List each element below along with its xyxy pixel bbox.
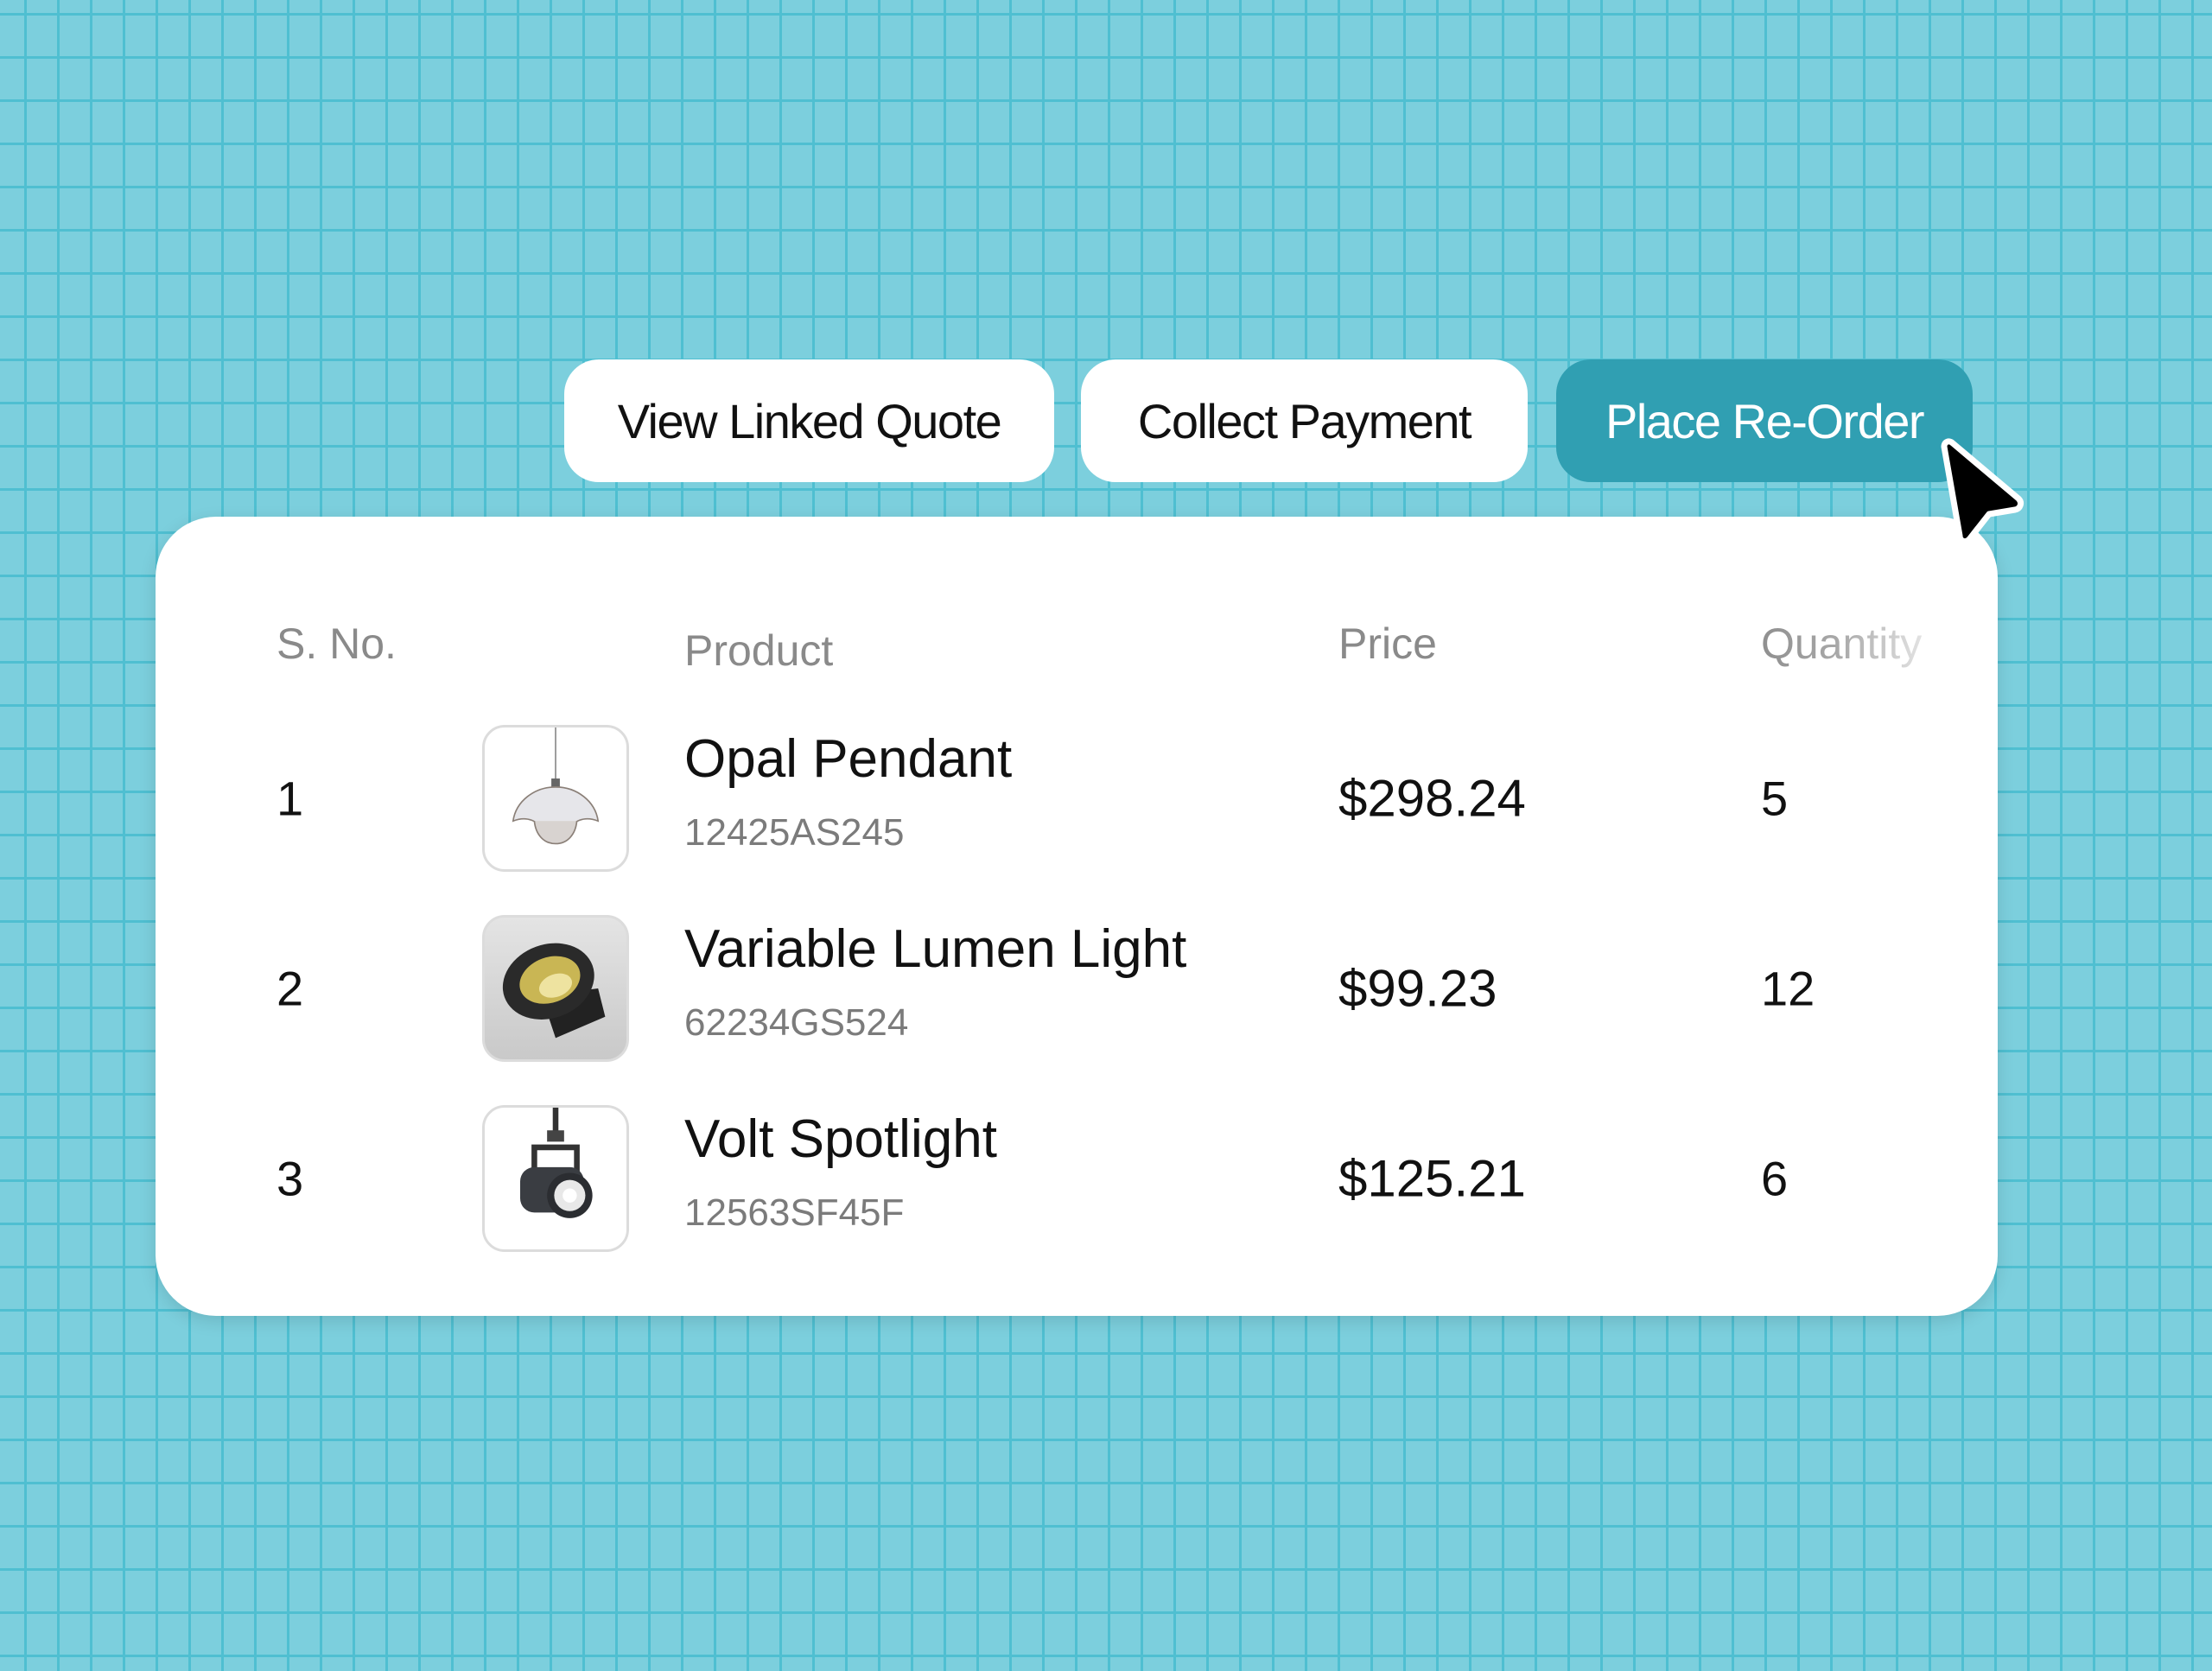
product-code: 12563SF45F [684,1191,905,1234]
header-quantity: Quantity [1761,619,1923,668]
row-sno: 2 [276,961,304,1016]
product-name[interactable]: Volt Spotlight [684,1109,997,1169]
product-code: 62234GS524 [684,1001,909,1044]
table-row[interactable]: 1 Opal Pendant 12425AS245 $298.24 5 [156,725,1998,872]
product-price: $298.24 [1338,769,1526,828]
product-name[interactable]: Opal Pendant [684,729,1013,789]
place-reorder-button[interactable]: Place Re-Order [1556,359,1973,482]
header-price: Price [1338,619,1437,668]
product-quantity: 6 [1761,1151,1789,1206]
product-code: 12425AS245 [684,811,905,854]
row-sno: 3 [276,1151,304,1206]
header-product: Product [684,626,834,675]
mouse-cursor-icon [1941,438,2024,545]
pendant-lamp-image [482,725,629,872]
order-items-table: S. No. Product Price Quantity 1 Opal Pen… [156,517,1998,1316]
recessed-light-image [482,915,629,1062]
view-linked-quote-button[interactable]: View Linked Quote [564,359,1054,482]
row-sno: 1 [276,771,304,826]
spotlight-image [482,1105,629,1252]
product-price: $99.23 [1338,959,1497,1018]
product-quantity: 5 [1761,771,1789,826]
product-quantity: 12 [1761,961,1815,1016]
header-sno: S. No. [276,619,397,668]
table-row[interactable]: 2 Variable Lumen Light 62234GS524 $99.23… [156,915,1998,1062]
table-row[interactable]: 3 Volt Spotlight 12563SF45F $125.21 6 [156,1105,1998,1252]
product-price: $125.21 [1338,1149,1526,1208]
collect-payment-button[interactable]: Collect Payment [1081,359,1528,482]
product-name[interactable]: Variable Lumen Light [684,919,1187,979]
